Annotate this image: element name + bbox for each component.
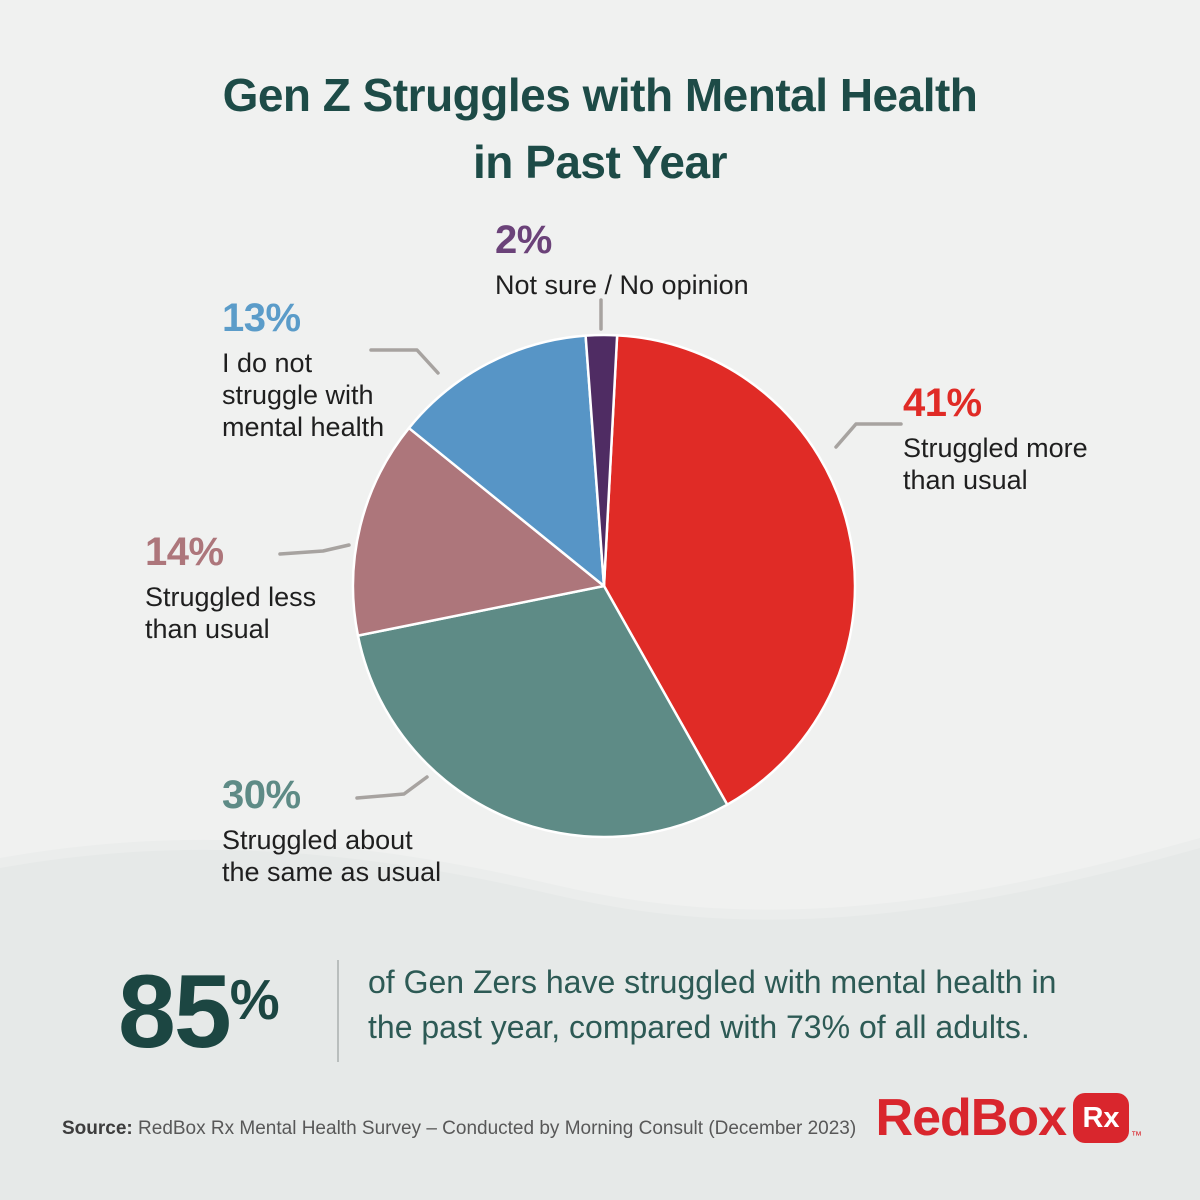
stat-divider (337, 960, 339, 1062)
slice-label-14: Struggled less than usual (145, 582, 317, 644)
pie-slice-14% (351, 426, 606, 637)
title-line-2: in Past Year (473, 136, 728, 188)
callout-struggled-more: 41% Struggled more than usual (903, 381, 1163, 496)
logo-wordmark: RedBox (875, 1089, 1067, 1147)
slice-label-30: Struggled about the same as usual (222, 825, 442, 887)
pie-slice-30% (356, 584, 729, 839)
callout-struggled-same: 30% Struggled about the same as usual (222, 773, 502, 888)
slice-pct-41: 41% (903, 381, 982, 425)
page-title: Gen Z Struggles with Mental Health in Pa… (0, 62, 1200, 196)
callout-no-struggle: 13% I do not struggle with mental health (222, 296, 452, 443)
background-wave (0, 838, 1200, 1200)
slice-pct-13: 13% (222, 296, 301, 340)
slice-label-13: I do not struggle with mental health (222, 348, 385, 442)
slice-pct-30: 30% (222, 773, 301, 817)
source-note: Source: RedBox Rx Mental Health Survey –… (62, 1118, 857, 1139)
slice-pct-2: 2% (495, 218, 552, 262)
stat-percent-sign: % (229, 968, 280, 1031)
title-line-1: Gen Z Struggles with Mental Health (222, 69, 978, 121)
stat-value: 85% (118, 954, 280, 1071)
logo-rx-box-icon: Rx (1073, 1093, 1129, 1143)
slice-label-41: Struggled more than usual (903, 433, 1088, 495)
slice-pct-14: 14% (145, 530, 224, 574)
trademark-symbol: ™ (1131, 1130, 1142, 1142)
pie-slice-41% (602, 334, 857, 806)
pie-slice-13% (407, 334, 606, 588)
stat-text: of Gen Zers have struggled with mental h… (368, 964, 1057, 1045)
callout-struggled-less: 14% Struggled less than usual (145, 530, 385, 645)
source-label: Source: (62, 1118, 133, 1139)
callout-not-sure: 2% Not sure / No opinion (495, 218, 825, 301)
slice-label-2: Not sure / No opinion (495, 270, 749, 300)
pie-slice-2% (584, 333, 619, 588)
redbox-rx-logo: RedBox Rx ™ (876, 1092, 1142, 1144)
pie-chart-svg (351, 333, 857, 839)
pie-chart (350, 332, 858, 840)
